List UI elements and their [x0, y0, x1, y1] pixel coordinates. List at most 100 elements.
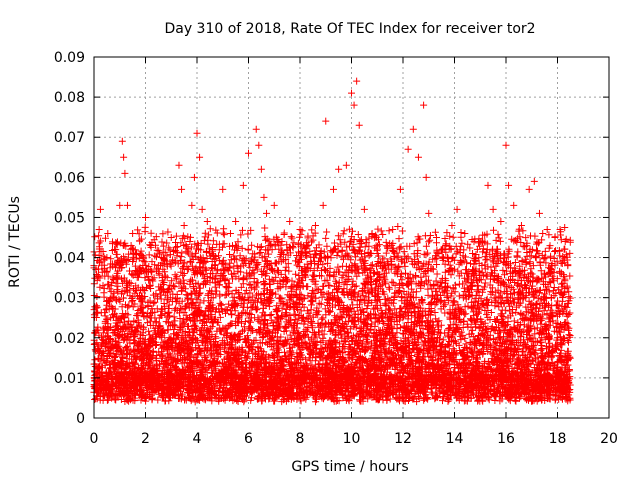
data-point	[263, 209, 271, 217]
y-tick-label: 0.03	[54, 291, 85, 307]
data-point	[476, 238, 484, 246]
data-point	[489, 205, 497, 213]
data-point	[556, 225, 564, 233]
data-point	[134, 270, 142, 278]
data-point	[245, 149, 252, 157]
y-tick-label: 0.04	[54, 251, 85, 267]
data-point	[373, 250, 381, 258]
data-point	[129, 229, 137, 237]
data-point	[232, 217, 240, 225]
data-point	[389, 225, 397, 233]
y-tick-label: 0.07	[54, 130, 85, 146]
y-tick-label: 0.02	[54, 331, 85, 347]
data-point	[432, 234, 440, 241]
data-points	[90, 77, 572, 310]
data-point	[99, 282, 107, 290]
data-point	[105, 298, 113, 306]
data-point	[257, 165, 265, 173]
data-point	[335, 165, 343, 173]
x-tick-label: 12	[394, 431, 412, 447]
y-axis-label: ROTI / TECUs	[7, 196, 23, 288]
data-point	[348, 89, 355, 97]
data-point	[198, 205, 206, 213]
x-tick-label: 2	[141, 431, 150, 447]
x-tick-label: 8	[296, 431, 305, 447]
x-tick-label: 20	[600, 431, 618, 447]
data-point	[121, 169, 129, 177]
axis-ticks: 0 2 4 6 8 10 12 14 16 18 20 0 0.01 0.02 0.03 0.04 0.05 0.…	[54, 50, 618, 447]
data-point	[484, 181, 492, 189]
data-point	[422, 173, 430, 181]
data-point	[319, 201, 327, 209]
x-tick-label: 4	[193, 431, 202, 447]
data-point	[448, 221, 456, 229]
data-point	[116, 201, 124, 209]
data-point	[342, 161, 350, 169]
data-point	[311, 221, 319, 229]
data-point	[425, 209, 433, 217]
data-point	[296, 225, 304, 233]
data-point	[167, 234, 175, 241]
data-point	[469, 250, 477, 258]
x-tick-label: 16	[497, 431, 515, 447]
x-tick-label: 18	[549, 431, 567, 447]
data-point	[420, 101, 428, 109]
data-point	[178, 185, 186, 193]
y-tick-label: 0.01	[54, 371, 85, 387]
data-point	[502, 141, 510, 149]
data-point	[414, 153, 422, 161]
y-tick-label: 0.09	[54, 50, 85, 66]
data-point	[147, 242, 155, 250]
data-point	[525, 185, 533, 193]
data-point	[461, 229, 469, 237]
x-tick-label: 14	[446, 431, 464, 447]
data-point	[252, 125, 260, 133]
background-noise-markers	[90, 223, 574, 406]
data-point	[505, 181, 513, 189]
data-point	[510, 201, 518, 209]
y-tick-label: 0.06	[54, 170, 85, 186]
data-point	[214, 266, 222, 274]
data-point	[543, 225, 551, 233]
data-point	[175, 161, 183, 169]
data-point	[203, 217, 211, 225]
data-point	[517, 221, 525, 229]
data-point	[409, 125, 417, 133]
data-point	[118, 137, 126, 145]
y-tick-label: 0	[76, 411, 85, 427]
data-point	[120, 153, 128, 161]
data-point	[564, 262, 572, 270]
data-point	[396, 185, 404, 193]
data-point	[142, 213, 149, 221]
data-point	[95, 225, 103, 233]
data-point	[226, 229, 234, 237]
data-point	[160, 286, 168, 294]
data-point	[381, 262, 389, 270]
data-point	[188, 201, 196, 209]
data-point	[353, 77, 361, 85]
data-point	[368, 229, 376, 237]
data-point	[561, 238, 569, 246]
data-point	[286, 217, 294, 225]
data-point	[497, 217, 505, 225]
data-point	[355, 121, 363, 129]
data-point	[278, 238, 286, 246]
data-point	[123, 201, 131, 209]
x-tick-label: 0	[90, 431, 99, 447]
y-tick-label: 0.05	[54, 210, 85, 226]
y-tick-label: 0.08	[54, 90, 85, 106]
data-point	[304, 242, 312, 250]
data-point	[329, 185, 337, 193]
data-point	[208, 246, 216, 254]
data-point	[180, 221, 188, 229]
x-axis-label: GPS time / hours	[291, 459, 408, 475]
data-point	[530, 177, 538, 185]
data-point	[453, 205, 461, 213]
x-tick-label: 6	[244, 431, 253, 447]
x-tick-label: 10	[343, 431, 361, 447]
data-point	[219, 185, 227, 193]
data-point	[350, 101, 358, 109]
data-point	[103, 254, 111, 262]
data-point	[111, 246, 119, 254]
